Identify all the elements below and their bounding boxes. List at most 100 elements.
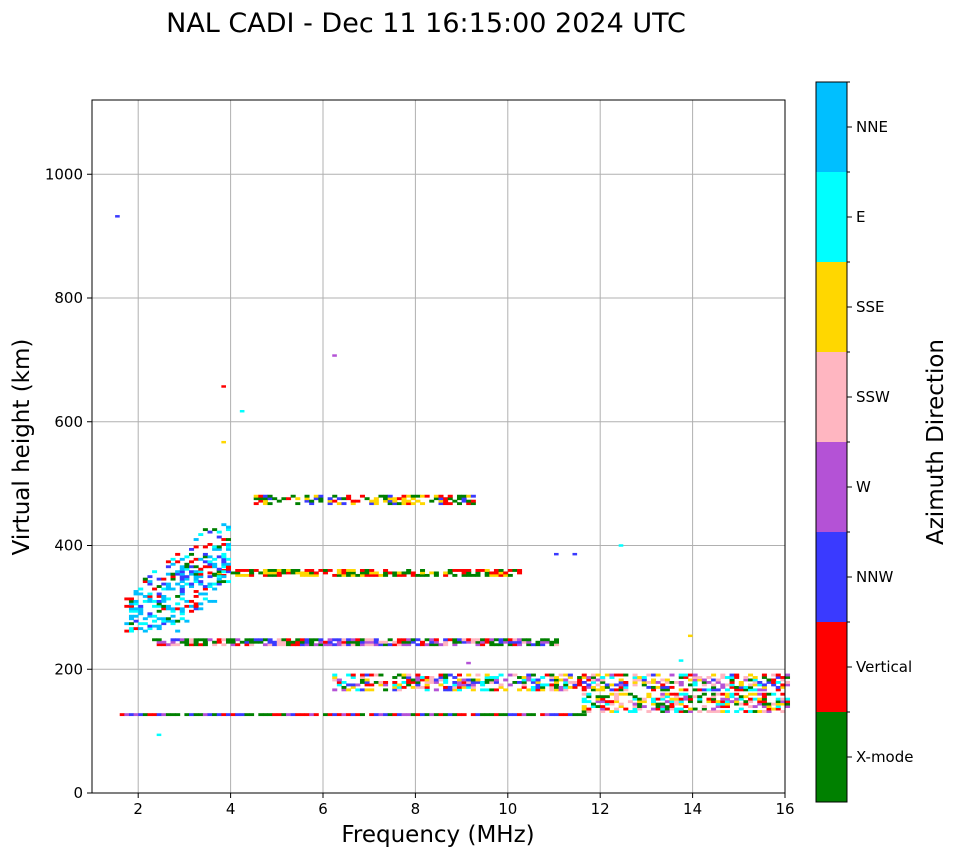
echo-point	[456, 502, 462, 506]
echo-point	[170, 614, 176, 618]
echo-point	[239, 573, 245, 577]
echo-point	[544, 673, 550, 677]
echo-point	[443, 676, 449, 679]
echo-point	[429, 681, 435, 684]
echo-point	[369, 640, 375, 644]
echo-point	[443, 673, 449, 677]
echo-point	[493, 573, 499, 577]
echo-point	[678, 702, 684, 706]
echo-point	[161, 643, 167, 647]
echo-point	[133, 713, 139, 717]
echo-point	[456, 673, 462, 677]
echo-point	[369, 502, 375, 506]
echo-point	[775, 685, 781, 689]
echo-point	[493, 638, 499, 642]
echo-point	[175, 619, 181, 623]
echo-point	[156, 595, 162, 598]
echo-point	[577, 681, 583, 684]
echo-point	[554, 552, 559, 556]
echo-point	[581, 676, 587, 679]
echo-point	[272, 643, 278, 647]
echo-point	[175, 572, 181, 576]
echo-point	[304, 713, 310, 717]
echo-point	[498, 643, 504, 647]
echo-point	[221, 560, 227, 564]
echo-point	[267, 571, 273, 575]
echo-point	[480, 688, 486, 692]
echo-point	[674, 697, 680, 701]
echo-point	[410, 640, 416, 644]
echo-point	[276, 640, 282, 644]
echo-point	[341, 497, 347, 501]
echo-point	[711, 697, 717, 701]
echo-point	[526, 688, 532, 692]
echo-point	[771, 681, 777, 684]
echo-point	[729, 673, 735, 677]
echo-point	[706, 710, 712, 713]
echo-point	[332, 638, 338, 642]
echo-point	[664, 685, 670, 689]
x-tick-label: 10	[498, 800, 517, 818]
echo-point	[396, 685, 402, 689]
echo-point	[590, 685, 596, 689]
echo-point	[484, 638, 490, 642]
echo-point	[336, 713, 342, 717]
echo-point	[433, 713, 439, 717]
echo-point	[152, 638, 158, 642]
echo-point	[678, 659, 684, 662]
echo-point	[480, 640, 486, 644]
echo-point	[748, 673, 754, 677]
echo-point	[493, 688, 499, 692]
echo-point	[396, 713, 402, 717]
echo-point	[549, 685, 555, 689]
echo-point	[267, 502, 273, 506]
echo-point	[535, 681, 541, 684]
echo-point	[641, 700, 647, 704]
echo-point	[729, 683, 735, 687]
echo-point	[216, 580, 222, 584]
echo-point	[184, 575, 190, 579]
echo-point	[207, 713, 213, 717]
echo-point	[563, 685, 569, 689]
echo-point	[350, 685, 356, 689]
echo-point	[748, 683, 754, 687]
echo-point	[202, 565, 208, 569]
echo-point	[364, 573, 370, 577]
echo-point	[198, 570, 204, 574]
echo-point	[138, 607, 144, 611]
echo-point	[406, 499, 412, 503]
echo-point	[604, 700, 610, 704]
echo-point	[729, 700, 735, 704]
echo-point	[461, 681, 467, 684]
echo-point	[438, 678, 444, 682]
echo-point	[350, 673, 356, 677]
echo-point	[193, 580, 199, 584]
echo-point	[318, 640, 324, 644]
echo-point	[466, 502, 472, 506]
echo-point	[272, 713, 278, 717]
echo-point	[711, 673, 717, 677]
echo-point	[447, 688, 453, 692]
echo-point	[364, 571, 370, 575]
echo-point	[586, 695, 592, 699]
echo-point	[660, 695, 666, 699]
echo-point	[355, 713, 361, 717]
echo-point	[207, 543, 213, 546]
echo-point	[678, 697, 684, 701]
echo-point	[318, 497, 324, 501]
echo-point	[748, 678, 754, 682]
echo-point	[267, 573, 273, 577]
echo-point	[225, 713, 231, 717]
echo-point	[189, 585, 195, 588]
echo-point	[392, 571, 398, 575]
echo-point	[669, 673, 675, 677]
echo-point	[697, 700, 703, 704]
echo-point	[664, 707, 670, 711]
echo-point	[193, 604, 199, 608]
echo-point	[364, 643, 370, 647]
echo-point	[420, 569, 426, 572]
echo-point	[595, 688, 601, 692]
echo-point	[549, 673, 555, 677]
echo-point	[447, 497, 453, 501]
echo-point	[549, 713, 555, 717]
